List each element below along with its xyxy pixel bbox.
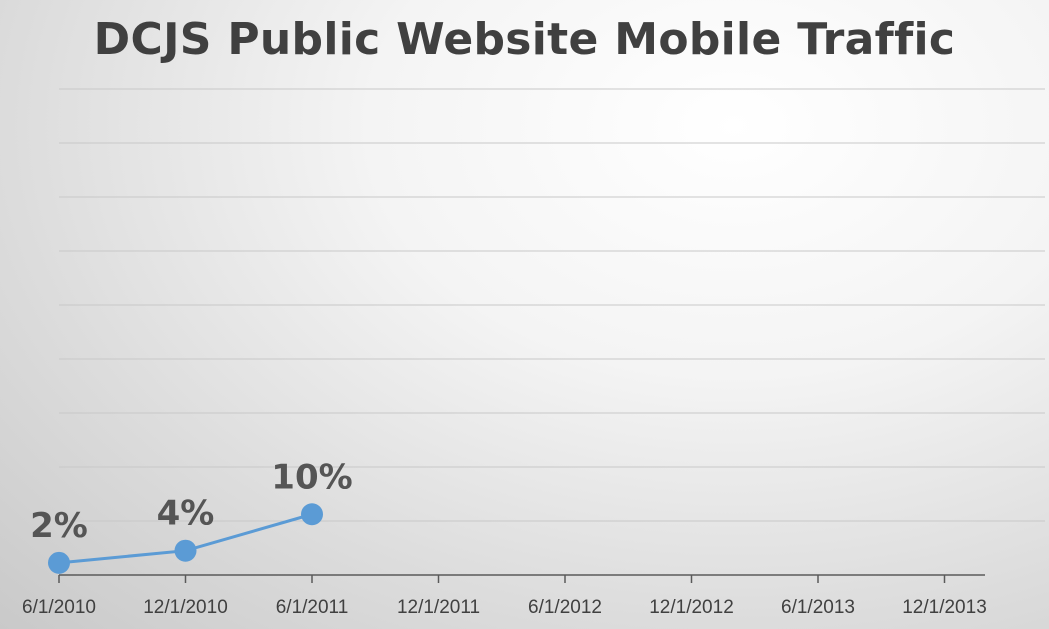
data-point (48, 551, 70, 574)
x-tick-label: 6/1/2013 (781, 597, 855, 618)
data-point (174, 539, 197, 562)
x-tick-label: 6/1/2012 (528, 597, 602, 618)
data-label: 2% (30, 506, 88, 546)
x-axis-ticks (58, 575, 946, 583)
x-axis-labels: 6/1/2010 12/1/2010 6/1/2011 12/1/2011 6/1/20… (22, 597, 987, 618)
chart-title: DCJS Public Website Mobile Traffic (93, 14, 956, 65)
data-point (301, 503, 323, 526)
x-tick-label: 12/1/2011 (397, 597, 480, 618)
data-label: 10% (271, 457, 352, 497)
x-tick-label: 6/1/2011 (276, 597, 349, 618)
x-tick-label: 6/1/2010 (22, 597, 96, 618)
x-tick-label: 12/1/2010 (143, 597, 228, 618)
x-tick-label: 12/1/2013 (902, 597, 987, 618)
x-tick-label: 12/1/2012 (649, 597, 734, 618)
data-points (48, 503, 323, 574)
gridlines (59, 88, 1045, 522)
data-label: 4% (157, 494, 215, 534)
data-labels: 2% 4% 10% (30, 457, 353, 546)
